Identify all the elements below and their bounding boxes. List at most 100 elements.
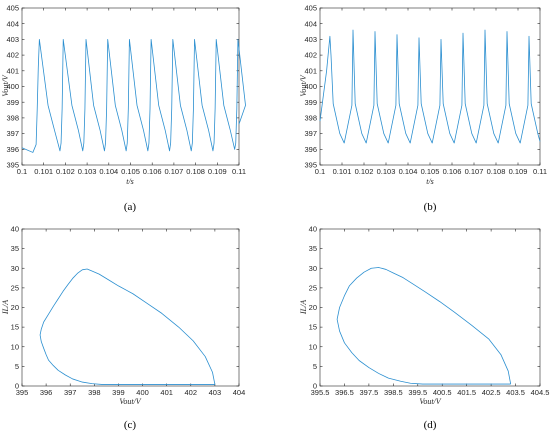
ticks-a: 0.1 0.101 0.102 0.103 0.104 0.105 0.106 0.107 0.… — [6, 4, 246, 176]
x-tick-label: 0.102 — [355, 167, 374, 176]
x-tick-label: 401.5 — [457, 388, 476, 397]
y-tick-label: 399 — [6, 98, 19, 107]
y-tick-label: 403 — [304, 35, 317, 44]
x-tick-label: 397.5 — [359, 388, 378, 397]
series-line-d — [336, 267, 512, 385]
x-tick-label: 403 — [209, 388, 222, 397]
y-tick-label: 30 — [11, 264, 19, 273]
x-tick-label: 0.11 — [232, 167, 246, 176]
x-tick-label: 0.105 — [421, 167, 440, 176]
x-tick-label: 0.103 — [377, 167, 396, 176]
y-tick-label: 398 — [304, 114, 317, 123]
y-tick-label: 401 — [304, 66, 317, 75]
y-tick-label: 15 — [11, 323, 19, 332]
y-tick-label: 30 — [309, 264, 317, 273]
ticks-b: 0.1 0.101 0.102 0.103 0.104 0.105 0.106 0.107 0.… — [304, 4, 547, 176]
y-tick-label: 405 — [304, 4, 317, 13]
y-tick-label: 20 — [11, 303, 19, 312]
y-tick-label: 405 — [6, 4, 19, 13]
y-tick-label: 396 — [6, 145, 19, 154]
y-tick-label: 10 — [309, 342, 317, 351]
x-tick-label: 404.5 — [531, 388, 550, 397]
ticks-d: 395.5 396.5 397.5 398.5 399.5 400.5 401.5 402.5… — [309, 225, 550, 397]
y-tick-label: 402 — [6, 51, 19, 60]
x-tick-label: 0.108 — [186, 167, 205, 176]
series-line-b — [319, 29, 541, 144]
x-tick-label: 399.5 — [408, 388, 427, 397]
x-tick-label: 402 — [185, 388, 198, 397]
x-tick-label: 0.107 — [165, 167, 184, 176]
panel-a: 0.1 0.101 0.102 0.103 0.104 0.105 0.106 0.107 0.… — [1, 4, 246, 213]
ylabel-d: IL/A — [299, 300, 308, 315]
y-tick-label: 400 — [304, 82, 317, 91]
y-tick-label: 400 — [6, 82, 19, 91]
y-tick-label: 40 — [309, 225, 317, 234]
x-tick-label: 0.106 — [143, 167, 162, 176]
x-tick-label: 0.105 — [121, 167, 140, 176]
x-tick-label: 0.1 — [315, 167, 325, 176]
y-tick-label: 25 — [309, 283, 317, 292]
caption-d: (d) — [424, 419, 437, 431]
y-tick-label: 396 — [304, 145, 317, 154]
x-tick-label: 0.101 — [333, 167, 352, 176]
xlabel-a: t/s — [126, 177, 134, 186]
y-tick-label: 395 — [304, 161, 317, 170]
y-tick-label: 404 — [304, 19, 317, 28]
y-tick-label: 0 — [15, 382, 19, 391]
y-tick-label: 398 — [6, 114, 19, 123]
x-tick-label: 0.108 — [487, 167, 506, 176]
x-tick-label: 397 — [64, 388, 77, 397]
series-line-c — [39, 268, 216, 385]
x-tick-label: 0.1 — [17, 167, 27, 176]
x-tick-label: 399 — [112, 388, 125, 397]
series-line-a — [21, 39, 246, 153]
x-tick-label: 395.5 — [311, 388, 330, 397]
panel-c: 395 396 397 398 399 400 401 402 403 404 0 5 10 15 20 25… — [1, 225, 245, 431]
y-tick-label: 10 — [11, 342, 19, 351]
x-tick-label: 0.104 — [399, 167, 418, 176]
y-tick-label: 397 — [6, 129, 19, 138]
x-tick-label: 400 — [136, 388, 149, 397]
x-tick-label: 404 — [233, 388, 246, 397]
xlabel-d: Vout/V — [419, 397, 441, 406]
x-tick-label: 396.5 — [335, 388, 354, 397]
x-tick-label: 0.101 — [34, 167, 53, 176]
x-tick-label: 396 — [40, 388, 53, 397]
x-tick-label: 395 — [16, 388, 29, 397]
ticks-c: 395 396 397 398 399 400 401 402 403 404 0 5 10 15 20 25… — [11, 225, 246, 397]
y-tick-label: 15 — [309, 323, 317, 332]
x-tick-label: 398 — [88, 388, 101, 397]
y-tick-label: 20 — [309, 303, 317, 312]
panel-d: 395.5 396.5 397.5 398.5 399.5 400.5 401.5 402.5… — [299, 225, 549, 431]
plot-frame-c — [21, 228, 240, 387]
y-tick-label: 402 — [304, 51, 317, 60]
x-tick-label: 398.5 — [384, 388, 403, 397]
ylabel-a: Vout/V — [1, 74, 10, 96]
y-tick-label: 5 — [15, 362, 19, 371]
x-tick-label: 401 — [160, 388, 173, 397]
ylabel-b: Vout/V — [299, 74, 308, 96]
panel-b: 0.1 0.101 0.102 0.103 0.104 0.105 0.106 0.107 0.… — [299, 4, 547, 213]
y-tick-label: 35 — [309, 244, 317, 253]
y-tick-label: 399 — [304, 98, 317, 107]
ylabel-c: IL/A — [1, 300, 10, 315]
caption-b: (b) — [424, 201, 437, 213]
y-tick-label: 40 — [11, 225, 19, 234]
x-tick-label: 0.109 — [509, 167, 528, 176]
y-tick-label: 395 — [6, 161, 19, 170]
caption-a: (a) — [124, 201, 137, 213]
x-tick-label: 0.102 — [56, 167, 75, 176]
y-tick-label: 404 — [6, 19, 19, 28]
x-tick-label: 0.107 — [465, 167, 484, 176]
y-tick-label: 5 — [313, 362, 317, 371]
x-tick-label: 0.106 — [443, 167, 462, 176]
plot-frame-d — [319, 228, 541, 387]
y-tick-label: 25 — [11, 283, 19, 292]
x-tick-label: 0.104 — [99, 167, 118, 176]
x-tick-label: 0.11 — [533, 167, 547, 176]
caption-c: (c) — [124, 419, 137, 431]
x-tick-label: 0.109 — [208, 167, 227, 176]
xlabel-b: t/s — [426, 177, 434, 186]
y-tick-label: 401 — [6, 66, 19, 75]
